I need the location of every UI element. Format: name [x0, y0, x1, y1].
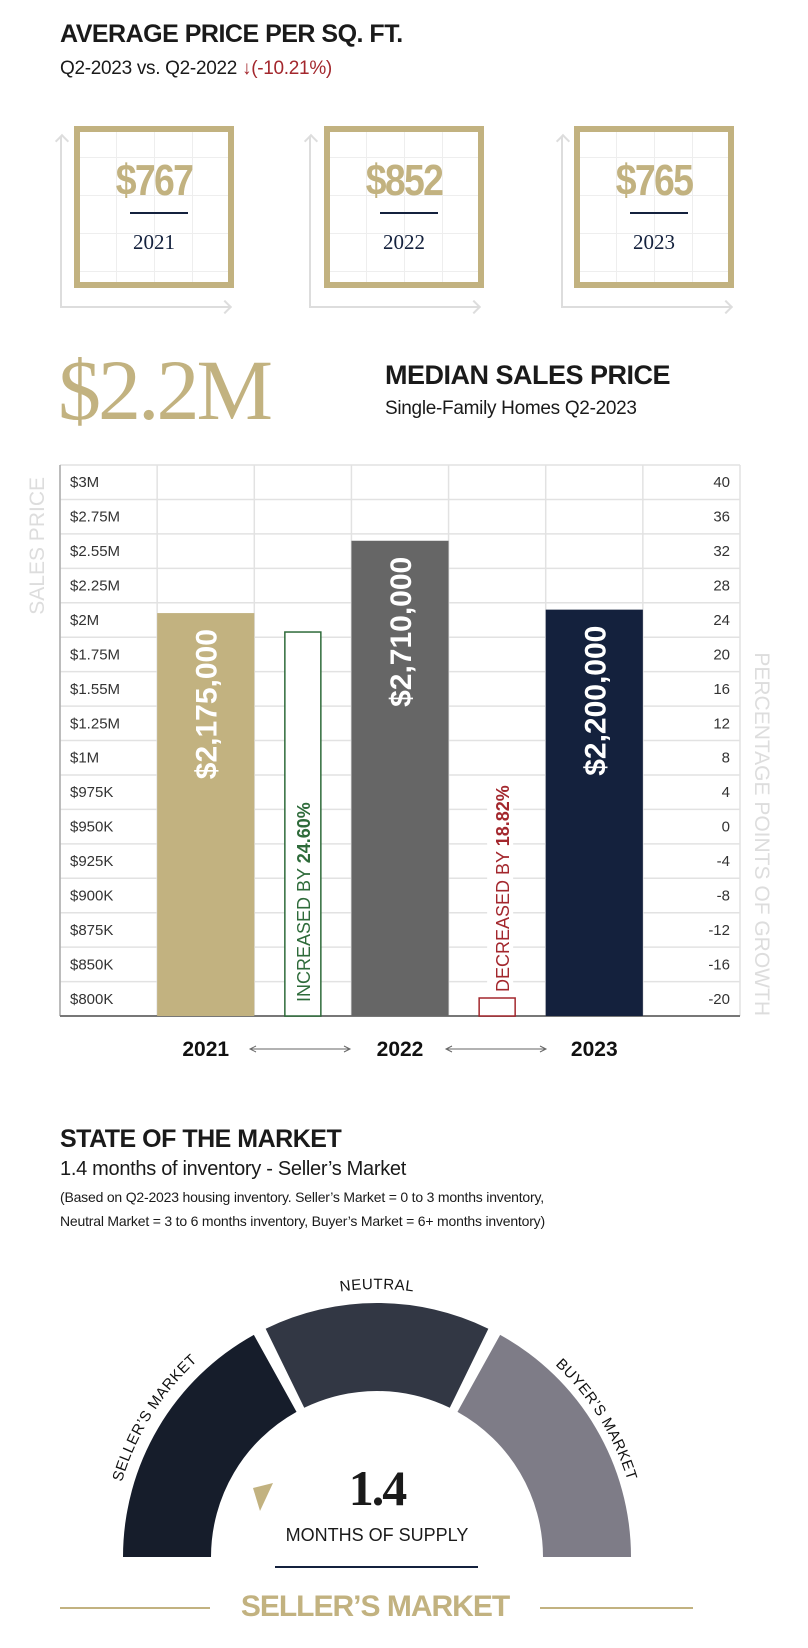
market-subtitle: 1.4 months of inventory - Seller’s Marke… [60, 1158, 407, 1180]
y-tick-label: $3M [70, 474, 99, 491]
y2-tick-label: 4 [722, 784, 730, 801]
growth-label: DECREASED BY 18.82% [493, 785, 513, 992]
y-tick-label: $2.55M [70, 543, 120, 560]
card-value: $765 [615, 156, 694, 205]
price-card: $852 2022 [324, 126, 484, 288]
y2-tick-label: 28 [713, 578, 730, 595]
y2-tick-label: -20 [708, 991, 730, 1008]
change-value: ↓(-10.21%) [242, 58, 332, 79]
divider [130, 212, 188, 214]
y-tick-label: $1M [70, 750, 99, 767]
y2-tick-label: -16 [708, 956, 730, 973]
bar-2023 [545, 609, 643, 1016]
label-background [487, 800, 514, 992]
y-tick-label: $1.75M [70, 646, 120, 663]
x-axis-line [309, 306, 479, 308]
bar-value-label: $2,710,000 [385, 557, 418, 707]
x-axis-line [561, 306, 731, 308]
y2-tick-label: 8 [722, 750, 730, 767]
price-comparison: Q2-2023 vs. Q2-2022 ↓(-10.21%) [60, 58, 332, 80]
bar-value-label: $2,200,000 [579, 626, 612, 776]
growth-prefix: INCREASED BY [294, 863, 314, 1002]
market-verdict: SELLER’S MARKET [240, 1590, 510, 1623]
gauge-segment [265, 1303, 489, 1408]
growth-value: 18.82% [493, 785, 513, 846]
y-tick-label: $875K [70, 922, 113, 939]
y2-tick-label: -4 [717, 853, 730, 870]
y-tick-label: $1.25M [70, 715, 120, 732]
gauge-segment [457, 1334, 631, 1557]
months-label: MONTHS OF SUPPLY [285, 1525, 469, 1545]
arrowhead-icon [248, 1045, 352, 1053]
divider [380, 212, 438, 214]
arrowhead-icon [444, 1045, 548, 1053]
x-tick-label: 2022 [377, 1038, 424, 1061]
card-year: 2022 [383, 230, 425, 254]
needle-pointer-icon [253, 1483, 273, 1511]
median-price-chart: $3M $2.75M $2.55M $2.25M $2M $1.75M $1.55M $1.2… [26, 464, 773, 1061]
y2-tick-label: 12 [713, 715, 730, 732]
y2-tick-label: 32 [713, 543, 730, 560]
median-title: MEDIAN SALES PRICE [385, 360, 671, 390]
growth-value: 24.60% [294, 802, 314, 863]
market-title: STATE OF THE MARKET [60, 1125, 342, 1153]
card-value: $767 [115, 156, 194, 205]
divider [275, 1566, 478, 1568]
bar-2021 [157, 613, 255, 1016]
comparison-label: Q2-2023 vs. Q2-2022 [60, 58, 238, 79]
y2-tick-label: 24 [713, 612, 730, 629]
months-value: 1.4 [348, 1460, 408, 1516]
market-note-1: (Based on Q2-2023 housing inventory. Sel… [60, 1189, 544, 1205]
divider [630, 212, 688, 214]
y-axis-line [561, 136, 563, 308]
market-note-2: Neutral Market = 3 to 6 months inventory… [60, 1213, 545, 1229]
y-axis-line [309, 136, 311, 308]
x-tick-label: 2021 [182, 1038, 229, 1061]
x-tick-label: 2023 [571, 1038, 618, 1061]
median-big-value: $2.2M [58, 342, 273, 438]
y-tick-label: $800K [70, 991, 113, 1008]
y2-tick-label: 36 [713, 509, 730, 526]
y-tick-label: $2.25M [70, 578, 120, 595]
card-year: 2021 [133, 230, 175, 254]
growth-label: INCREASED BY 24.60% [294, 802, 314, 1002]
median-subtitle: Single-Family Homes Q2-2023 [385, 398, 637, 419]
y-tick-label: $850K [70, 956, 113, 973]
y-tick-label: $900K [70, 887, 113, 904]
y-tick-label: $1.55M [70, 681, 120, 698]
growth-prefix: DECREASED BY [493, 846, 513, 992]
y-axis-line [60, 136, 62, 308]
y-tick-label: $925K [70, 853, 113, 870]
growth-bar [284, 631, 322, 1017]
y2-tick-label: 16 [713, 681, 730, 698]
price-card: $765 2023 [574, 126, 734, 288]
divider-right [540, 1607, 693, 1609]
gauge-label: NEUTRAL [339, 1276, 415, 1295]
price-per-sqft-title: AVERAGE PRICE PER SQ. FT. [60, 20, 403, 48]
x-axis-line [60, 306, 230, 308]
y-axis-title: SALES PRICE [26, 477, 49, 615]
bar-value-label: $2,175,000 [191, 629, 224, 779]
price-card: $767 2021 [74, 126, 234, 288]
card-value: $852 [365, 156, 444, 205]
y-tick-label: $2M [70, 612, 99, 629]
divider-left [60, 1607, 210, 1609]
y2-axis-title: PERCENTAGE POINTS OF GROWTH [750, 652, 773, 1016]
y-tick-label: $2.75M [70, 509, 120, 526]
y2-tick-label: -12 [708, 922, 730, 939]
y2-tick-label: 20 [713, 646, 730, 663]
card-year: 2023 [633, 230, 675, 254]
y2-tick-label: 0 [722, 819, 730, 836]
y2-tick-label: 40 [713, 474, 730, 491]
gauge-segment [123, 1334, 297, 1557]
bar-2022 [351, 540, 449, 1016]
growth-bar [478, 997, 516, 1017]
y-tick-label: $975K [70, 784, 113, 801]
y2-tick-label: -8 [717, 887, 730, 904]
y-tick-label: $950K [70, 819, 113, 836]
